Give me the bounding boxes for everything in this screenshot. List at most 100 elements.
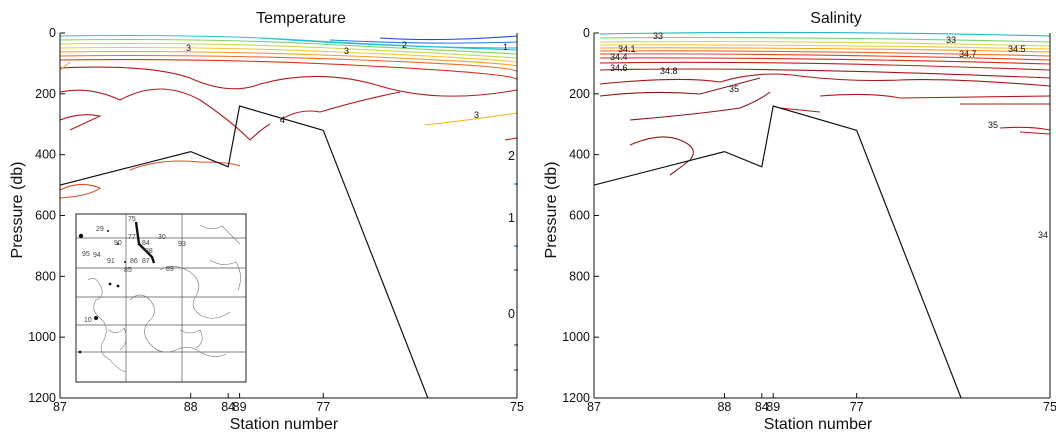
y-tick-label: 1000 [28, 330, 56, 344]
colorbar-label: 2 [508, 149, 515, 163]
inset-coastline [209, 259, 241, 291]
salinity-xlabel: Station number [764, 416, 873, 433]
temperature-xlabel: Station number [230, 416, 339, 433]
station-label: 88 [145, 248, 153, 255]
temp-contour-warm-3 [59, 54, 518, 73]
temp-contour-warm-1 [59, 46, 518, 63]
sal-contour-2 [599, 36, 1051, 43]
sal-contour-7 [599, 53, 1051, 61]
x-tick-label: 87 [587, 400, 601, 414]
inset-coastline [129, 294, 227, 357]
x-tick-label: 89 [233, 400, 247, 414]
sal-contour-label: 33 [653, 31, 663, 41]
sal-contour-label: 34.1 [618, 44, 636, 54]
x-tick-label: 88 [184, 400, 198, 414]
y-tick-label: 200 [569, 87, 590, 101]
sal-contour-13 [629, 91, 771, 121]
sal-contour-4 [599, 44, 1051, 50]
station-label: 77 [128, 234, 136, 241]
station-point [78, 350, 82, 354]
temp-contour-mid-1 [59, 34, 518, 51]
sal-contour-label: 35 [988, 120, 998, 130]
temperature-panel: Temperature 3 3 2 1 4 [9, 10, 524, 433]
sal-contour-12 [599, 77, 761, 97]
temperature-contours [59, 34, 518, 199]
temp-contour-red-3 [279, 91, 401, 121]
station-label: 94 [93, 252, 101, 259]
sal-contour-label: 35 [729, 84, 739, 94]
station-label: 10 [84, 317, 92, 324]
inset-map-frame [75, 213, 247, 383]
station-label: 75 [128, 216, 136, 223]
station-label: 87 [142, 258, 150, 265]
y-tick-label: 800 [569, 269, 590, 283]
y-tick-label: 0 [583, 26, 590, 40]
x-tick-label: 87 [53, 400, 67, 414]
y-tick-label: 400 [35, 148, 56, 162]
colorbar-label: 1 [508, 211, 515, 225]
y-tick-label: 800 [35, 269, 56, 283]
station-point [78, 233, 84, 239]
temperature-title: Temperature [256, 10, 346, 27]
temp-contour-deep-3 [424, 112, 518, 126]
inset-coastline [179, 329, 203, 349]
station-label: 90 [114, 240, 122, 247]
temp-contour-label: 3 [344, 46, 349, 56]
y-tick-label: 600 [569, 209, 590, 223]
inset-coastline [199, 224, 241, 245]
station-label: 29 [96, 226, 104, 233]
inset-coastline [87, 278, 127, 373]
y-tick-label: 1200 [562, 391, 590, 405]
station-label: 93 [178, 241, 186, 248]
x-tick-label: 77 [850, 400, 864, 414]
salinity-panel: Salinity 33 33 34.1 34.4 [543, 10, 1056, 433]
temp-contour-label: 1 [503, 42, 508, 52]
x-tick-label: 89 [766, 400, 780, 414]
sal-contour-14 [629, 136, 694, 176]
salinity-ylabel: Pressure (db) [543, 162, 560, 259]
y-tick-label: 1000 [562, 330, 590, 344]
temp-contour-deep-2 [129, 160, 241, 171]
temperature-contour-labels: 3 3 2 1 4 3 [186, 40, 508, 125]
temp-contour-warm-2 [59, 50, 518, 67]
station-point [117, 243, 119, 245]
sal-contour-19 [1019, 131, 1051, 135]
x-tick-label: 75 [510, 400, 524, 414]
inset-map: 75 29 77 30 90 84 95 94 88 93 91 86 87 8… [75, 213, 247, 383]
inset-map-points [78, 230, 126, 354]
inset-section-line [134, 221, 156, 264]
temp-contour-warm-4 [59, 59, 518, 81]
inset-map-grid [76, 214, 246, 382]
x-tick-label: 84 [755, 400, 769, 414]
sal-contour-1 [599, 31, 1051, 37]
temp-contour-label: 4 [280, 115, 285, 125]
temperature-ylabel: Pressure (db) [9, 162, 26, 259]
sal-contour-label: 34.6 [610, 63, 628, 73]
sal-contour-label: 34.5 [1008, 44, 1026, 54]
sal-contour-label: 34.8 [660, 66, 678, 76]
salinity-contours [599, 31, 1051, 176]
sal-contour-9 [599, 61, 1051, 71]
temp-contour-mid-2 [59, 38, 518, 55]
station-point [124, 261, 126, 263]
station-label: 95 [82, 251, 90, 258]
temp-contour-orange-edge [59, 61, 71, 71]
sal-contour-15 [819, 93, 1051, 99]
temp-contour-mid-3 [59, 42, 518, 59]
salinity-contour-labels: 33 33 34.1 34.4 34.6 34.5 34.7 34.8 35 3… [610, 31, 1048, 240]
colorbar-label: 0 [508, 307, 515, 321]
temp-contour-cold-2 [329, 39, 518, 44]
temperature-bottom-profile [59, 105, 429, 399]
temp-contour-label: 2 [402, 40, 407, 50]
sal-contour-label: 34 [1038, 230, 1048, 240]
inset-coastline [159, 266, 231, 319]
x-tick-label: 75 [1043, 400, 1056, 414]
sal-contour-5 [599, 47, 1051, 53]
sal-contour-8 [599, 57, 1051, 65]
station-label: 85 [124, 267, 132, 274]
station-point [107, 230, 109, 232]
inset-coastline [107, 327, 127, 351]
y-tick-label: 0 [49, 26, 56, 40]
inset-map-coastlines [87, 224, 241, 373]
